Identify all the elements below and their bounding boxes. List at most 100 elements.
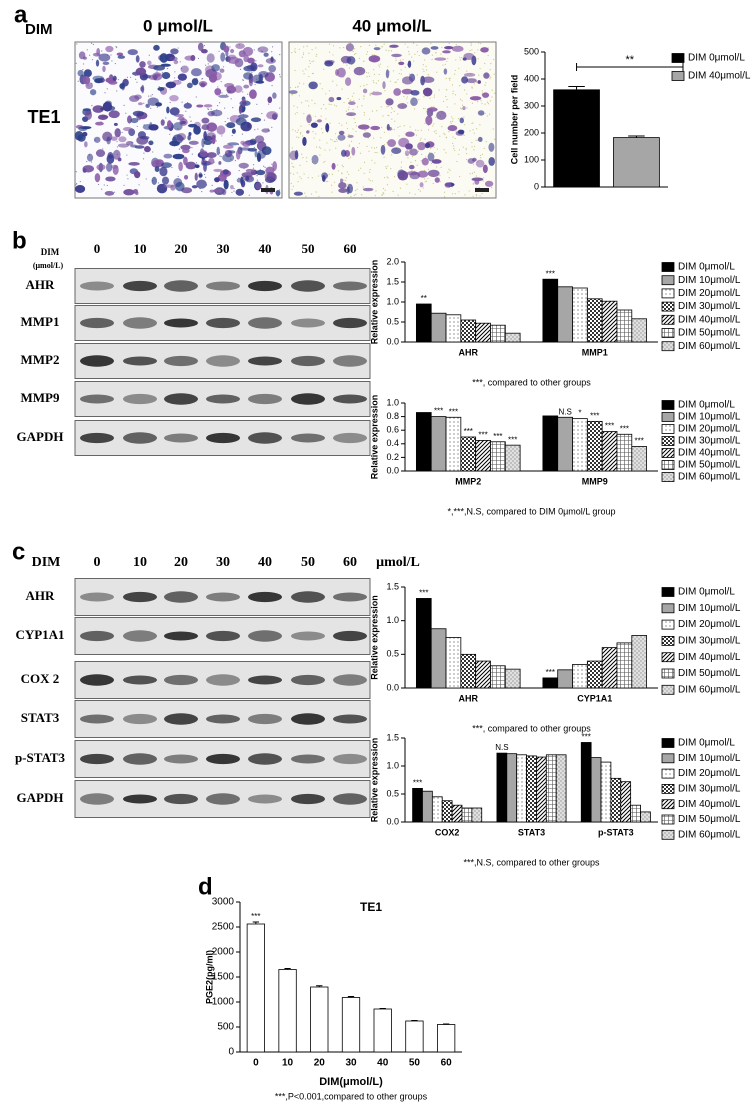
significance-label: *** xyxy=(434,407,443,416)
speck xyxy=(263,119,266,121)
bar xyxy=(430,628,447,689)
speck xyxy=(432,125,434,127)
speck xyxy=(471,102,474,104)
cell-blob xyxy=(427,169,440,178)
bar xyxy=(613,137,660,188)
bar xyxy=(630,804,641,823)
blot-band xyxy=(206,674,240,686)
speck xyxy=(356,182,358,184)
speck xyxy=(218,102,221,104)
legend-label: DIM 40μmol/L xyxy=(678,799,741,810)
speck xyxy=(447,58,449,60)
cell-blob xyxy=(147,60,152,66)
blot-band xyxy=(333,592,367,602)
y-tick-label: 500 xyxy=(524,46,539,56)
speck xyxy=(292,165,294,168)
speck xyxy=(399,59,401,61)
speck xyxy=(216,105,219,107)
speck xyxy=(355,130,357,133)
speck xyxy=(462,146,464,148)
cell-blob xyxy=(142,123,153,131)
speck xyxy=(166,67,169,70)
speck xyxy=(343,101,345,104)
legend-label: DIM 10μmol/L xyxy=(678,275,741,286)
cell-blob xyxy=(362,88,368,94)
speck xyxy=(311,72,314,75)
lane-label: 10 xyxy=(134,241,147,256)
cell-blob xyxy=(236,178,243,183)
speck xyxy=(447,171,449,173)
y-tick-label: 400 xyxy=(524,73,539,83)
speck xyxy=(106,184,108,187)
speck xyxy=(350,99,352,101)
cell-blob xyxy=(213,168,223,172)
speck xyxy=(292,173,295,175)
speck xyxy=(369,169,371,171)
speck xyxy=(197,57,200,60)
speck xyxy=(448,176,450,179)
speck xyxy=(483,147,485,149)
speck xyxy=(359,85,361,87)
speck xyxy=(90,42,93,44)
cell-blob xyxy=(417,141,426,151)
speck xyxy=(341,124,343,126)
y-tick-label: 1.0 xyxy=(386,615,399,625)
cell-blob xyxy=(388,126,392,131)
bar xyxy=(640,811,651,823)
speck xyxy=(150,95,152,97)
speck xyxy=(329,149,331,151)
cell-blob xyxy=(288,90,298,95)
speck xyxy=(348,158,350,160)
cell-blob xyxy=(272,92,277,99)
cell-blob xyxy=(104,190,115,196)
speck xyxy=(476,139,479,141)
speck xyxy=(289,86,292,89)
cell-blob xyxy=(387,139,397,148)
speck xyxy=(455,43,457,46)
speck xyxy=(458,67,460,69)
speck xyxy=(365,71,368,74)
speck xyxy=(465,153,468,155)
legend-label: DIM 50μmol/L xyxy=(678,668,741,679)
blot-band xyxy=(164,713,198,725)
legend-label: DIM 60μmol/L xyxy=(678,472,741,483)
bar xyxy=(610,777,622,823)
significance-label: *** xyxy=(635,437,644,446)
speck xyxy=(427,168,429,170)
speck xyxy=(470,42,472,44)
speck xyxy=(471,86,473,88)
speck xyxy=(418,98,420,101)
cell-blob xyxy=(105,162,113,172)
speck xyxy=(257,128,259,130)
speck xyxy=(363,85,365,87)
blot-band xyxy=(80,674,114,686)
speck xyxy=(475,194,477,196)
speck xyxy=(393,176,396,178)
cell-blob xyxy=(316,119,322,123)
speck xyxy=(400,166,402,168)
significance-label: *** xyxy=(508,435,517,444)
speck xyxy=(356,106,359,108)
legend-swatch xyxy=(661,738,675,748)
speck xyxy=(400,161,403,163)
cell-blob xyxy=(193,125,201,135)
speck xyxy=(406,183,408,185)
speck xyxy=(414,53,416,55)
bar xyxy=(601,647,618,689)
cell-blob xyxy=(308,81,318,90)
cell-blob xyxy=(173,122,183,131)
blot-band xyxy=(123,794,157,804)
speck xyxy=(452,193,454,195)
cell-blob xyxy=(96,47,101,56)
cell-blob xyxy=(328,96,335,103)
speck xyxy=(320,115,322,117)
speck xyxy=(466,107,468,109)
legend-swatch xyxy=(661,341,675,352)
bar xyxy=(471,807,483,823)
cell-blob xyxy=(410,90,420,96)
speck xyxy=(335,147,337,149)
speck xyxy=(224,107,226,109)
speck xyxy=(298,82,301,84)
speck xyxy=(292,129,294,131)
speck xyxy=(221,135,223,137)
